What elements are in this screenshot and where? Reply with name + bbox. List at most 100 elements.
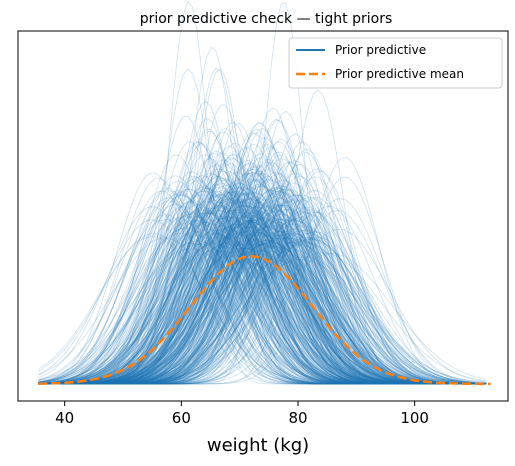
prior-predictive-curve [38, 199, 487, 385]
prior-predictive-curve [38, 210, 487, 385]
prior-predictive-curve [38, 219, 487, 385]
prior-predictive-curve [38, 165, 487, 385]
legend-label-prior-predictive: Prior predictive [335, 43, 426, 57]
prior-predictive-curve [38, 220, 487, 385]
prior-predictive-curve [38, 207, 487, 385]
prior-predictive-curve [38, 219, 487, 385]
prior-predictive-curve [38, 189, 487, 385]
prior-predictive-curve [38, 153, 487, 385]
prior-predictive-curve [38, 235, 487, 385]
prior-predictive-curve [38, 250, 487, 385]
prior-predictive-curve [38, 128, 487, 385]
prior-predictive-curve [38, 247, 487, 385]
prior-predictive-curve [38, 176, 487, 385]
prior-predictive-curve [38, 219, 487, 385]
prior-predictive-curve [38, 205, 487, 385]
prior-predictive-curve [38, 172, 487, 385]
prior-predictive-curve [38, 190, 487, 385]
prior-predictive-curve [38, 192, 487, 385]
prior-predictive-curve [38, 234, 487, 385]
prior-predictive-curve [38, 227, 487, 385]
prior-predictive-curve [38, 186, 487, 385]
prior-predictive-curve [38, 185, 487, 385]
prior-predictive-curve [38, 205, 487, 385]
prior-predictive-curve [38, 173, 487, 385]
prior-predictive-curve [38, 182, 487, 385]
prior-predictive-curve [38, 239, 487, 385]
prior-predictive-curve [38, 180, 487, 385]
prior-predictive-curve [38, 194, 487, 385]
prior-predictive-curve [38, 227, 487, 385]
prior-predictive-curve [38, 235, 487, 385]
prior-predictive-curve [38, 157, 487, 385]
prior-predictive-curve [38, 201, 487, 385]
prior-predictive-curve [38, 215, 487, 385]
prior-predictive-curve [38, 233, 487, 385]
prior-predictive-curve [38, 197, 487, 385]
prior-predictive-curve [38, 219, 487, 385]
prior-predictive-curve [38, 172, 487, 385]
prior-predictive-curve [38, 171, 487, 385]
prior-predictive-curve [38, 212, 487, 385]
prior-predictive-curve [38, 240, 487, 385]
prior-predictive-curve [38, 219, 487, 385]
prior-predictive-curve [38, 186, 487, 385]
prior-predictive-curve [38, 191, 487, 385]
prior-predictive-curve [38, 243, 487, 385]
prior-predictive-curve [38, 157, 487, 385]
prior-predictive-curve [38, 240, 487, 385]
prior-predictive-curve [38, 151, 487, 385]
prior-predictive-curve [38, 222, 487, 385]
prior-predictive-curve [38, 243, 487, 385]
prior-predictive-curve [38, 225, 487, 385]
prior-predictive-curve [38, 214, 487, 385]
prior-predictive-curve [38, 188, 487, 385]
x-tick-label-80: 80 [288, 409, 307, 427]
prior-predictive-curve [38, 212, 487, 385]
prior-predictive-curve [38, 237, 487, 385]
prior-predictive-curve [38, 242, 487, 385]
prior-predictive-curve [38, 231, 487, 385]
prior-predictive-curve [38, 249, 487, 385]
prior-predictive-curve [38, 217, 487, 385]
prior-predictive-curve [38, 239, 487, 385]
prior-predictive-curve [38, 193, 487, 385]
prior-predictive-curve [38, 191, 487, 385]
prior-predictive-curve [38, 133, 487, 385]
prior-predictive-curve [38, 209, 487, 385]
prior-predictive-curve [38, 235, 487, 385]
prior-predictive-curve [38, 221, 487, 385]
prior-predictive-curve [38, 185, 487, 385]
prior-predictive-curve [38, 234, 487, 385]
prior-predictive-curve [38, 168, 487, 385]
x-axis: 40 60 80 100 [55, 401, 429, 427]
prior-predictive-curve [38, 212, 487, 385]
prior-predictive-curve [38, 194, 487, 385]
prior-predictive-curve [38, 191, 487, 385]
prior-predictive-curve [38, 194, 487, 385]
prior-predictive-curve [38, 186, 487, 385]
prior-predictive-curve [38, 184, 487, 385]
prior-predictive-curve [38, 198, 487, 385]
prior-predictive-curve [38, 221, 487, 385]
prior-predictive-curve [38, 190, 487, 385]
prior-predictive-curve [38, 166, 487, 385]
prior-predictive-curve [38, 209, 487, 385]
prior-predictive-curve [38, 204, 487, 385]
prior-predictive-curve [38, 179, 487, 385]
prior-predictive-curve [38, 143, 487, 385]
prior-predictive-curve [38, 212, 487, 385]
prior-predictive-curve [38, 149, 487, 385]
prior-predictive-curve [38, 158, 487, 385]
prior-predictive-curve [38, 250, 487, 385]
prior-predictive-curve [38, 201, 487, 385]
prior-predictive-curve [38, 204, 487, 385]
prior-predictive-curve [38, 205, 487, 385]
prior-predictive-curve [38, 188, 487, 385]
prior-predictive-curve [38, 158, 487, 385]
prior-predictive-curve [38, 211, 487, 385]
prior-predictive-curve [38, 175, 487, 385]
prior-predictive-curve [38, 242, 487, 385]
prior-predictive-curve [38, 225, 487, 385]
prior-predictive-curve [38, 187, 487, 385]
